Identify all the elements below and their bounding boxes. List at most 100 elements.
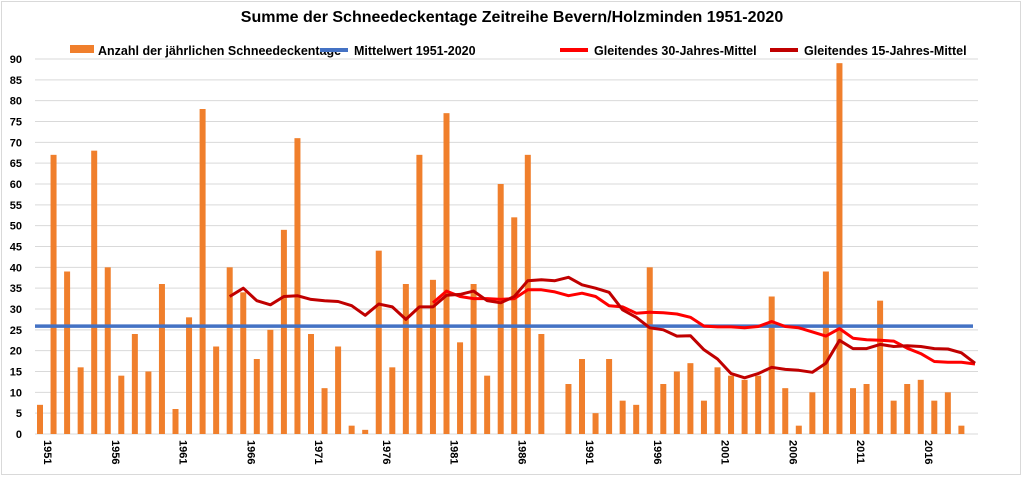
y-tick-label: 10 bbox=[10, 387, 22, 399]
bar-2012 bbox=[863, 384, 870, 434]
bar-1965 bbox=[226, 267, 233, 434]
bar-1970 bbox=[294, 138, 301, 434]
y-tick-label: 15 bbox=[10, 367, 22, 379]
bar-2006 bbox=[782, 388, 789, 434]
bar-2008 bbox=[809, 392, 816, 434]
bar-1991 bbox=[579, 359, 585, 434]
x-tick-label: 1991 bbox=[583, 440, 595, 464]
x-tick-label: 1996 bbox=[651, 440, 663, 464]
bar-1981 bbox=[443, 113, 450, 435]
x-tick-label: 2011 bbox=[854, 440, 866, 464]
bar-1956 bbox=[104, 267, 111, 434]
y-tick-label: 45 bbox=[10, 242, 22, 254]
y-tick-label: 35 bbox=[10, 283, 22, 295]
legend-label: Anzahl der jährlichen Schneedeckentage bbox=[98, 44, 341, 58]
x-tick-label: 1966 bbox=[244, 440, 256, 464]
bar-1973 bbox=[335, 346, 342, 434]
bar-2007 bbox=[795, 425, 802, 434]
bar-1992 bbox=[592, 413, 599, 434]
bar-1955 bbox=[91, 150, 98, 434]
bar-2003 bbox=[741, 379, 748, 434]
y-tick-label: 20 bbox=[10, 346, 22, 358]
bar-1995 bbox=[633, 404, 640, 434]
y-tick-label: 50 bbox=[10, 221, 22, 233]
y-tick-label: 90 bbox=[10, 54, 22, 66]
y-tick-label: 65 bbox=[10, 158, 22, 170]
bar-1976 bbox=[375, 250, 382, 434]
bar-2018 bbox=[944, 392, 951, 434]
bar-1999 bbox=[687, 363, 694, 434]
x-tick-label: 1976 bbox=[380, 440, 392, 464]
x-tick-label: 2001 bbox=[719, 440, 731, 464]
bar-2001 bbox=[714, 367, 721, 434]
bar-2009 bbox=[822, 271, 829, 434]
bar-1962 bbox=[186, 317, 193, 434]
bar-2004 bbox=[755, 375, 762, 434]
bar-2017 bbox=[931, 400, 938, 434]
moving-avg-30-line bbox=[432, 288, 976, 366]
bar-1969 bbox=[280, 229, 287, 434]
x-tick-label: 1951 bbox=[41, 440, 53, 464]
x-tick-label: 1986 bbox=[515, 440, 527, 464]
bar-1997 bbox=[660, 384, 667, 434]
bar-1964 bbox=[213, 346, 220, 434]
bar-1968 bbox=[267, 329, 274, 434]
bar-1954 bbox=[77, 367, 84, 434]
y-tick-label: 55 bbox=[10, 200, 22, 212]
bar-1971 bbox=[308, 334, 314, 434]
legend-label: Gleitendes 15-Jahres-Mittel bbox=[804, 44, 967, 58]
bar-2013 bbox=[877, 300, 884, 434]
x-tick-label: 2006 bbox=[786, 440, 798, 464]
y-tick-label: 25 bbox=[10, 325, 22, 337]
bar-1953 bbox=[64, 271, 71, 434]
bar-2005 bbox=[768, 296, 775, 434]
bar-1984 bbox=[484, 375, 491, 434]
y-tick-label: 70 bbox=[10, 137, 22, 149]
bar-1993 bbox=[606, 359, 613, 434]
bar-1985 bbox=[497, 184, 504, 434]
bar-2010 bbox=[836, 63, 843, 435]
bar-1988 bbox=[538, 334, 545, 434]
y-tick-label: 5 bbox=[16, 408, 22, 420]
bar-1967 bbox=[253, 359, 260, 434]
bar-1975 bbox=[362, 429, 369, 434]
bar-2019 bbox=[958, 425, 965, 434]
x-tick-label: 2016 bbox=[922, 440, 934, 464]
bar-1982 bbox=[457, 342, 464, 434]
x-tick-label: 1971 bbox=[312, 440, 324, 464]
bar-2014 bbox=[890, 400, 897, 434]
legend-swatch-bar bbox=[70, 45, 94, 53]
bar-1952 bbox=[50, 154, 57, 435]
bar-1951 bbox=[37, 404, 43, 434]
y-tick-label: 60 bbox=[10, 179, 22, 191]
x-tick-label: 1981 bbox=[448, 440, 460, 464]
bar-1983 bbox=[470, 284, 477, 434]
bar-2011 bbox=[850, 388, 856, 434]
bar-2016 bbox=[917, 379, 924, 434]
bar-1996 bbox=[646, 267, 653, 434]
bar-1972 bbox=[321, 388, 328, 434]
bar-1966 bbox=[240, 292, 247, 434]
bar-1990 bbox=[565, 384, 572, 434]
bar-1963 bbox=[199, 109, 206, 434]
bar-1987 bbox=[524, 154, 531, 435]
bar-1958 bbox=[131, 334, 138, 434]
bar-2015 bbox=[904, 384, 911, 434]
bar-1978 bbox=[402, 284, 409, 434]
bar-1960 bbox=[158, 284, 165, 434]
chart-title: Summe der Schneedeckentage Zeitreihe Bev… bbox=[240, 9, 784, 26]
y-tick-label: 75 bbox=[10, 117, 22, 129]
bar-2000 bbox=[700, 400, 707, 434]
bar-1977 bbox=[389, 367, 396, 434]
bar-1974 bbox=[348, 425, 355, 434]
bar-1959 bbox=[145, 371, 152, 434]
y-tick-label: 80 bbox=[10, 96, 22, 108]
x-tick-label: 1961 bbox=[177, 440, 189, 464]
y-tick-label: 40 bbox=[10, 262, 22, 274]
legend-label: Mittelwert 1951-2020 bbox=[354, 44, 476, 58]
bar-2002 bbox=[728, 375, 735, 434]
bar-1957 bbox=[118, 375, 125, 434]
bar-1961 bbox=[172, 409, 179, 434]
